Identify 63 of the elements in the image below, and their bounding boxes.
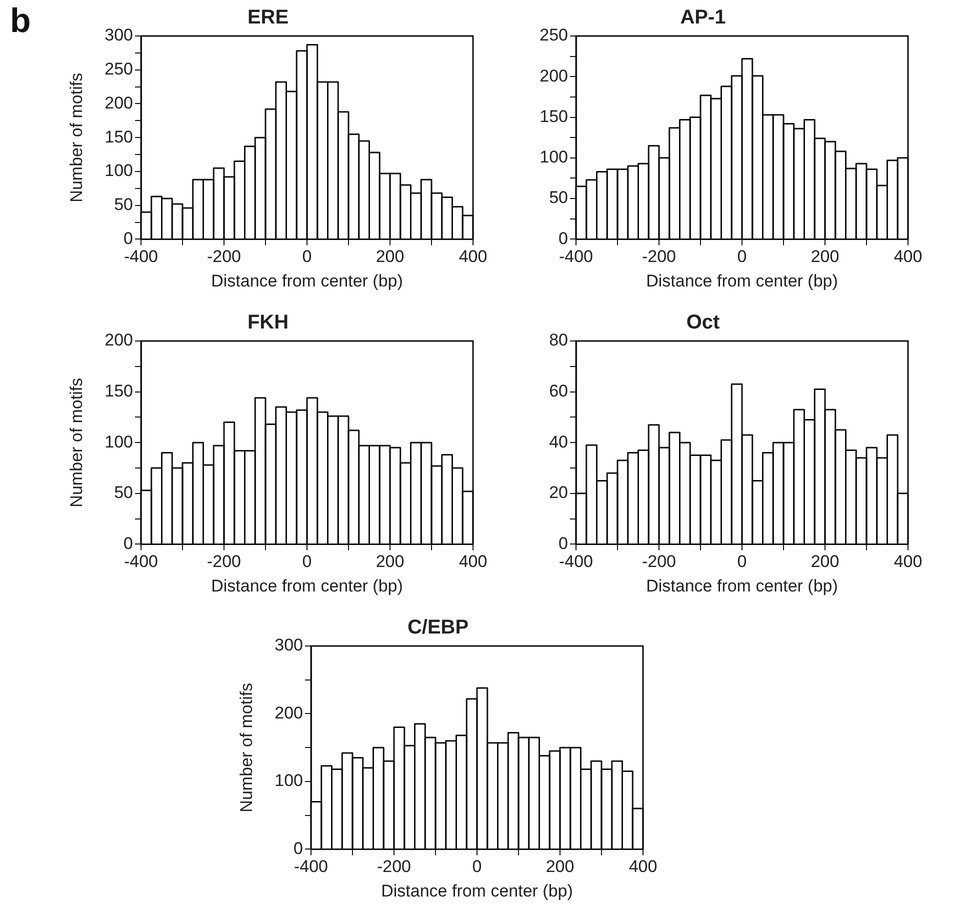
x-tick-label: -200 xyxy=(206,552,242,572)
x-tick-label: 400 xyxy=(894,552,922,572)
x-tick-label: -400 xyxy=(124,552,158,572)
y-axis-title: Number of motifs xyxy=(66,378,86,508)
y-tick-label: 150 xyxy=(104,381,133,400)
x-tick-label: 200 xyxy=(810,247,840,266)
x-axis-title: Distance from center (bp) xyxy=(381,881,573,900)
y-tick-label: 300 xyxy=(274,636,303,655)
y-tick-label: 250 xyxy=(540,26,568,45)
y-tick-label: 50 xyxy=(549,188,568,208)
x-tick-label: -400 xyxy=(124,247,158,266)
x-tick-label: -400 xyxy=(558,552,594,572)
y-tick-label: 40 xyxy=(549,432,568,452)
x-tick-label: -200 xyxy=(376,857,412,876)
y-tick-label: 0 xyxy=(124,228,133,248)
y-tick-label: 150 xyxy=(104,127,133,146)
x-tick-label: 400 xyxy=(458,247,488,266)
y-tick-label: 200 xyxy=(540,66,568,86)
x-tick-label: 200 xyxy=(376,552,404,572)
chart-title: C/EBP xyxy=(407,616,469,639)
chart-title: AP-1 xyxy=(680,6,726,29)
chart-title: Oct xyxy=(686,312,720,334)
y-axis-title: Number of motifs xyxy=(66,72,86,202)
x-tick-label: 400 xyxy=(628,857,658,876)
y-tick-label: 200 xyxy=(104,330,133,350)
y-tick-label: 60 xyxy=(549,381,568,400)
y-tick-label: 100 xyxy=(104,432,133,452)
x-axis-title: Distance from center (bp) xyxy=(646,271,838,290)
x-tick-label: -400 xyxy=(294,857,328,876)
x-tick-label: 0 xyxy=(737,552,747,572)
x-tick-label: -200 xyxy=(642,552,676,572)
y-tick-label: 50 xyxy=(114,483,133,502)
x-axis-title: Distance from center (bp) xyxy=(211,271,403,290)
x-tick-label: -200 xyxy=(206,247,242,266)
x-tick-label: -400 xyxy=(558,247,594,266)
y-tick-label: 50 xyxy=(114,195,133,214)
x-axis-title: Distance from center (bp) xyxy=(646,576,838,596)
y-tick-label: 200 xyxy=(274,703,303,722)
y-tick-label: 20 xyxy=(549,483,568,502)
x-tick-label: 200 xyxy=(376,247,404,266)
text: b xyxy=(10,2,31,41)
y-tick-label: 0 xyxy=(124,534,133,553)
y-tick-label: 300 xyxy=(104,26,133,45)
y-tick-label: 100 xyxy=(104,161,133,180)
y-tick-label: 0 xyxy=(558,228,568,248)
y-tick-label: 250 xyxy=(104,60,133,79)
x-tick-label: 200 xyxy=(810,552,840,572)
chart-title: ERE xyxy=(247,6,289,29)
y-tick-label: 80 xyxy=(549,330,568,350)
x-tick-label: 400 xyxy=(894,247,922,266)
x-tick-label: -200 xyxy=(642,247,676,266)
y-tick-label: 100 xyxy=(540,148,568,167)
x-tick-label: 0 xyxy=(737,247,747,266)
y-axis-title: Number of motifs xyxy=(236,682,256,812)
y-tick-label: 100 xyxy=(274,771,303,790)
y-tick-label: 150 xyxy=(540,106,568,126)
y-tick-label: 200 xyxy=(104,93,133,112)
chart-title: FKH xyxy=(247,312,289,334)
x-tick-label: 0 xyxy=(472,857,482,876)
x-tick-label: 400 xyxy=(458,552,488,572)
y-tick-label: 0 xyxy=(558,534,568,553)
y-tick-label: 0 xyxy=(294,838,303,858)
x-axis-title: Distance from center (bp) xyxy=(211,576,403,596)
